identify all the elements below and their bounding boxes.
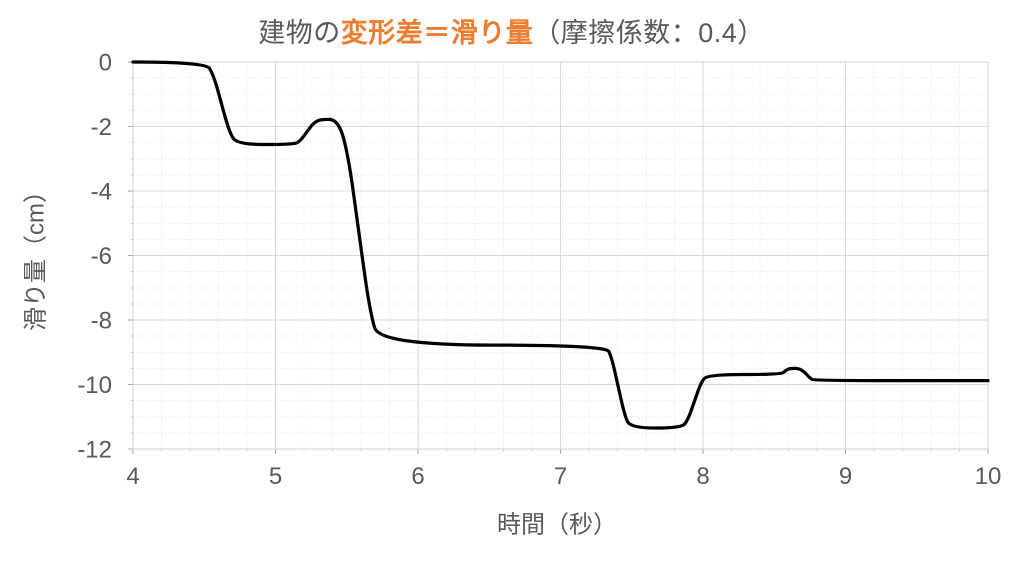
x-tick-label: 9 bbox=[839, 463, 852, 490]
y-tick-label: -6 bbox=[91, 243, 112, 270]
y-tick-label: -10 bbox=[77, 372, 112, 399]
axis-tick-labels: 4 5 6 7 8 9 10 0 -2 -4 -6 -8 -10 -12 bbox=[77, 50, 1001, 491]
x-tick-label: 10 bbox=[975, 463, 1002, 490]
x-tick-label: 7 bbox=[554, 463, 567, 490]
x-tick-label: 6 bbox=[411, 463, 424, 490]
y-tick-label: 0 bbox=[99, 50, 112, 77]
axis-ticks bbox=[128, 61, 989, 454]
y-tick-label: -12 bbox=[77, 437, 112, 464]
chart-title-suffix: （摩擦係数：0.4） bbox=[533, 18, 765, 48]
x-tick-label: 5 bbox=[269, 463, 282, 490]
plot-border bbox=[132, 61, 989, 450]
chart-title-prefix: 建物の bbox=[258, 18, 341, 48]
chart-title-highlight: 変形差＝滑り量 bbox=[340, 18, 534, 48]
chart-title: 建物の変形差＝滑り量（摩擦係数：0.4） bbox=[0, 11, 1023, 50]
x-axis-title: 時間（秒） bbox=[497, 511, 617, 539]
x-tick-label: 4 bbox=[126, 463, 139, 490]
y-axis-title: 滑り量（cm） bbox=[22, 179, 50, 331]
x-tick-label: 8 bbox=[696, 463, 709, 490]
y-tick-label: -8 bbox=[91, 308, 112, 335]
gridlines-major bbox=[132, 61, 989, 450]
y-tick-label: -4 bbox=[91, 179, 112, 206]
series-line bbox=[131, 60, 990, 430]
y-tick-label: -2 bbox=[91, 114, 112, 141]
